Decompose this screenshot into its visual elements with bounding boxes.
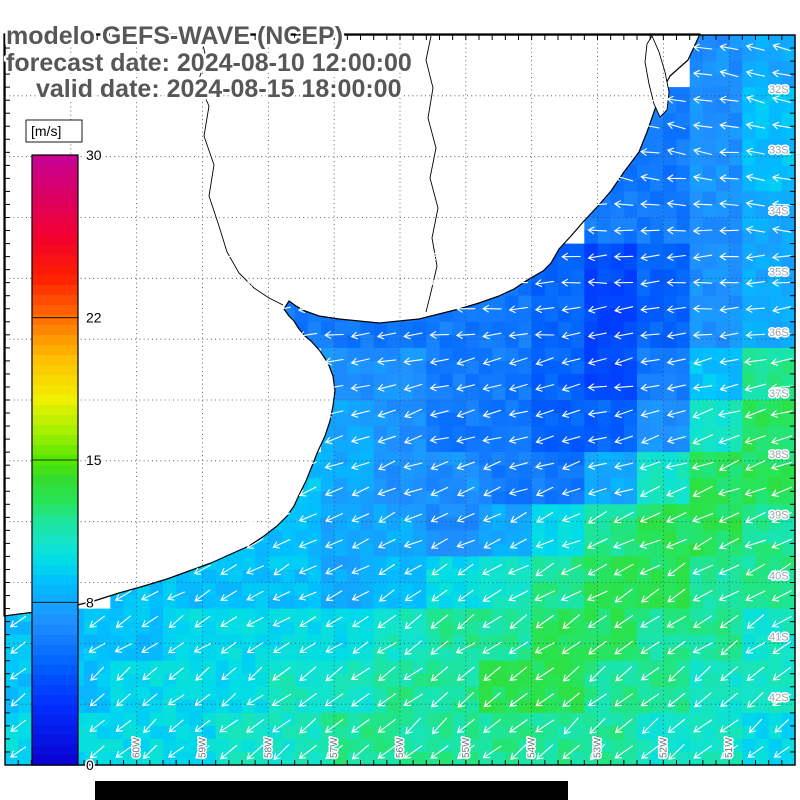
frame-tick-marks [4, 34, 796, 766]
river-parana [197, 35, 284, 306]
lon-label: 53W [593, 737, 604, 758]
lon-label: 51W [724, 737, 735, 758]
lat-label: 34S [769, 206, 789, 218]
lon-label: 59W [198, 737, 209, 758]
lon-label: 55W [461, 737, 472, 758]
colorbar-tick-label: 30 [86, 147, 102, 163]
colorbar-tick-label: 22 [86, 310, 102, 326]
header-titles: modelo GEFS-WAVE (NCEP) forecast date: 2… [4, 20, 415, 106]
colorbar-ticks: 30 22 15 8 0 [32, 146, 103, 775]
forecast-date-line: forecast date: 2024-08-10 12:00:00 [6, 49, 412, 77]
lon-label: 57W [329, 737, 340, 758]
lat-label: 38S [769, 449, 789, 461]
coastline-landmass [3, 33, 701, 617]
colorbar-unit-box [25, 119, 83, 143]
bottom-black-bar [95, 781, 568, 800]
lon-label: 58W [263, 737, 274, 758]
lon-label: 56W [395, 737, 406, 758]
lat-label: 41S [769, 631, 789, 643]
lon-label: 52W [658, 737, 669, 758]
lat-label: 39S [769, 510, 789, 522]
lat-label: 32S [769, 84, 789, 96]
colorbar-gradient [31, 154, 79, 766]
lon-label: 54W [527, 737, 538, 758]
river-uruguay [425, 35, 439, 313]
graticule-grid [5, 35, 795, 765]
lat-label: 37S [769, 388, 789, 400]
valid-date-line: valid date: 2024-08-15 18:00:00 [36, 75, 402, 103]
colorbar-tick-label: 8 [86, 594, 94, 610]
lat-label: 42S [769, 692, 789, 704]
lat-label: 40S [769, 571, 789, 583]
model-title: modelo GEFS-WAVE (NCEP) [6, 22, 343, 50]
lon-label: 60W [132, 737, 143, 758]
lat-label: 36S [769, 327, 789, 339]
lat-label: 35S [769, 266, 789, 278]
land-layer [3, 33, 701, 617]
map-frame [4, 34, 796, 766]
colorbar: [m/s] 30 22 15 8 0 [25, 119, 103, 775]
colorbar-tick-label: 15 [86, 452, 102, 468]
lat-label: 33S [769, 145, 789, 157]
colorbar-tick-label: 0 [86, 757, 94, 773]
colorbar-unit-label: [m/s] [31, 123, 61, 139]
latitude-labels: 32S 33S 34S 35S 36S 37S 38S 39S 40S 41S 42S [768, 82, 791, 705]
